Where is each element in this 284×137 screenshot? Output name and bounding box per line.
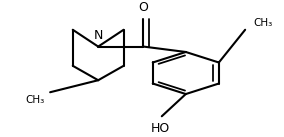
Text: O: O [139, 1, 148, 14]
Text: N: N [93, 29, 103, 42]
Text: HO: HO [151, 122, 170, 135]
Text: CH₃: CH₃ [254, 18, 273, 28]
Text: CH₃: CH₃ [25, 95, 45, 105]
